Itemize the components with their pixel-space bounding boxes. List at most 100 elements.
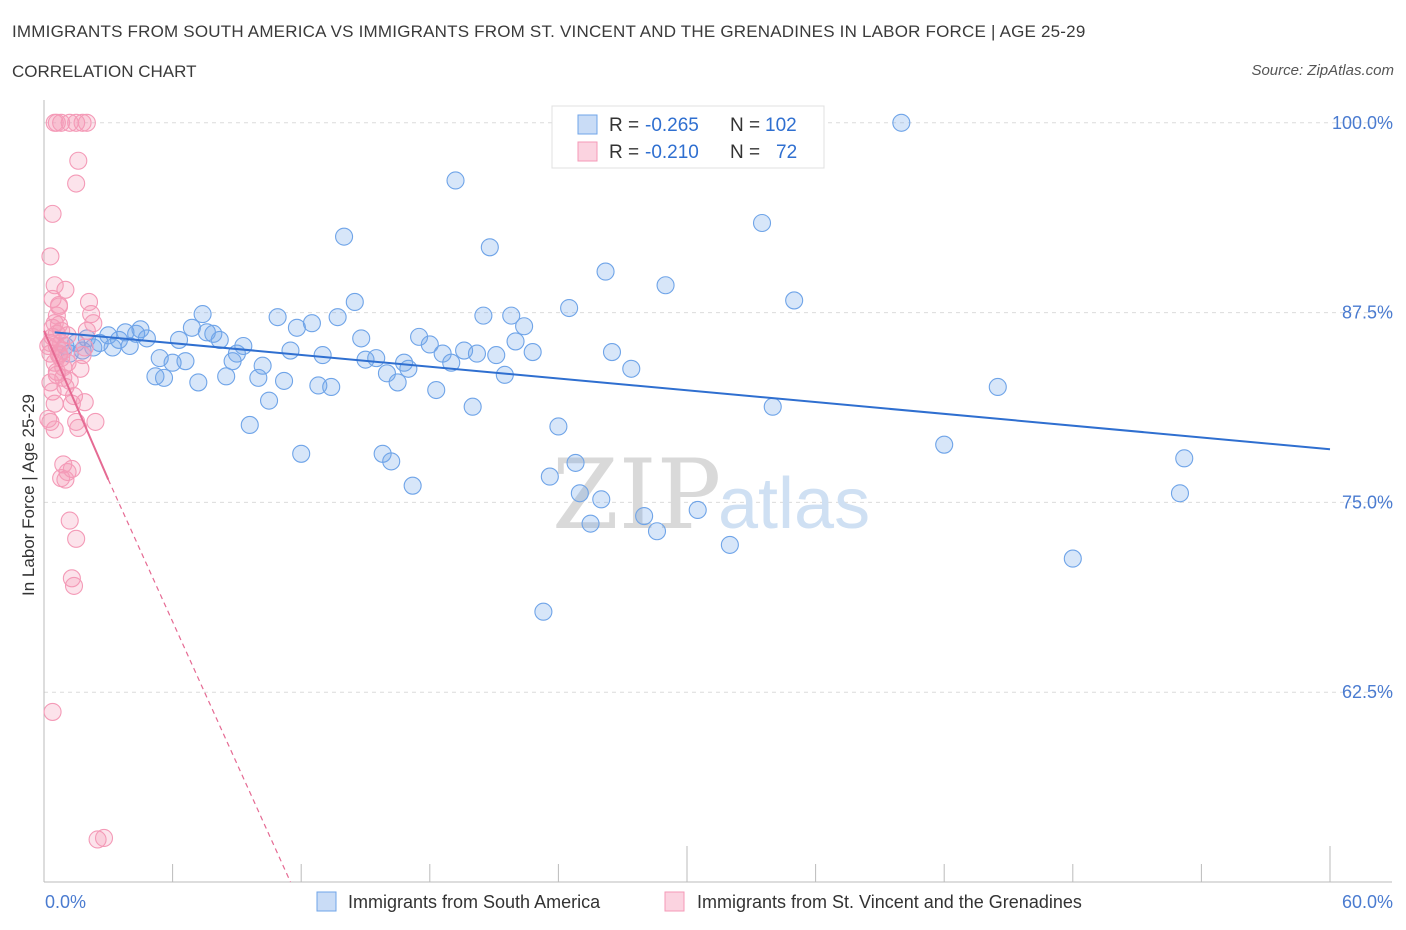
point-s1-63 bbox=[47, 113, 66, 132]
point-s0-66 bbox=[474, 306, 493, 325]
point-s0-64 bbox=[463, 397, 482, 416]
x-tick-label-left: 0.0% bbox=[45, 892, 86, 912]
point-s0-86 bbox=[635, 507, 654, 526]
point-s1-57 bbox=[94, 828, 114, 848]
legend-n-label-2: N = bbox=[730, 142, 760, 163]
point-s0-22 bbox=[189, 373, 208, 392]
point-s0-98 bbox=[1063, 549, 1082, 568]
point-s0-93 bbox=[763, 397, 782, 416]
point-s0-82 bbox=[596, 262, 615, 281]
point-s0-26 bbox=[210, 330, 229, 349]
y-tick-labels: 100.0% 87.5% 75.0% 62.5% bbox=[1332, 113, 1393, 702]
point-s0-100 bbox=[1175, 449, 1194, 468]
point-s0-35 bbox=[268, 308, 287, 327]
y-tick-label-2: 75.0% bbox=[1342, 492, 1393, 512]
point-s1-34 bbox=[73, 346, 92, 365]
point-s0-85 bbox=[622, 359, 641, 378]
legend-n-value-1: 102 bbox=[765, 115, 797, 136]
chart-title: IMMIGRANTS FROM SOUTH AMERICA VS IMMIGRA… bbox=[12, 22, 1086, 41]
point-s0-80 bbox=[581, 514, 600, 533]
bottom-legend-swatch-st-vincent bbox=[664, 891, 685, 912]
legend-r-label-1: R = bbox=[609, 115, 639, 136]
legend-n-label-1: N = bbox=[730, 115, 760, 136]
point-s1-70 bbox=[58, 326, 77, 345]
point-s0-65 bbox=[467, 344, 487, 363]
point-s1-10 bbox=[45, 394, 64, 413]
legend: R = -0.265 N = 102 R = -0.210 N = 72 bbox=[551, 105, 825, 169]
point-s0-40 bbox=[302, 314, 321, 333]
legend-r-label-2: R = bbox=[609, 142, 639, 163]
legend-r-value-1: -0.265 bbox=[645, 115, 699, 136]
point-s0-56 bbox=[403, 476, 422, 495]
point-s0-33 bbox=[253, 356, 272, 375]
point-s0-31 bbox=[240, 415, 259, 434]
point-s1-56 bbox=[88, 830, 107, 849]
point-s0-36 bbox=[275, 371, 294, 390]
point-s0-32 bbox=[249, 368, 268, 387]
point-s1-65 bbox=[67, 113, 86, 132]
legend-r-value-2: -0.210 bbox=[645, 142, 699, 163]
point-s0-37 bbox=[281, 341, 300, 360]
point-s0-62 bbox=[446, 171, 465, 190]
point-s0-47 bbox=[352, 329, 371, 348]
point-s1-48 bbox=[56, 470, 75, 489]
point-s0-61 bbox=[442, 353, 461, 372]
point-s0-73 bbox=[523, 343, 542, 362]
point-s0-30 bbox=[234, 336, 253, 356]
point-s0-77 bbox=[560, 298, 579, 318]
legend-swatch-south-america bbox=[577, 114, 598, 135]
point-s1-18 bbox=[45, 420, 64, 439]
point-s1-50 bbox=[60, 511, 79, 530]
y-tick-label-0: 100.0% bbox=[1332, 113, 1393, 133]
point-s0-89 bbox=[688, 500, 707, 520]
point-s0-49 bbox=[367, 349, 386, 368]
point-s0-96 bbox=[935, 435, 954, 454]
point-s0-68 bbox=[487, 346, 506, 365]
point-s0-13 bbox=[131, 320, 150, 339]
axes bbox=[43, 100, 1392, 883]
point-s1-60 bbox=[67, 174, 86, 193]
point-s1-52 bbox=[64, 576, 84, 595]
point-s0-38 bbox=[287, 318, 306, 337]
point-s1-68 bbox=[52, 113, 71, 132]
point-s0-46 bbox=[345, 292, 364, 312]
bottom-legend-label-south-america: Immigrants from South America bbox=[348, 892, 601, 912]
trend-line-ext-s1 bbox=[107, 479, 292, 883]
point-s0-17 bbox=[154, 368, 174, 387]
point-s1-35 bbox=[75, 338, 94, 357]
point-s0-75 bbox=[540, 467, 559, 486]
y-tick-label-3: 62.5% bbox=[1342, 682, 1393, 702]
point-s0-3 bbox=[73, 341, 92, 360]
point-s0-57 bbox=[410, 327, 429, 346]
y-tick-label-1: 87.5% bbox=[1342, 303, 1393, 323]
point-s0-81 bbox=[592, 490, 611, 509]
watermark-zip: ZIP bbox=[552, 439, 721, 551]
point-s0-19 bbox=[169, 330, 189, 349]
point-s0-39 bbox=[292, 444, 311, 463]
point-s1-66 bbox=[73, 113, 92, 132]
point-s0-83 bbox=[602, 343, 622, 362]
bottom-legend-label-st-vincent: Immigrants from St. Vincent and the Gren… bbox=[697, 892, 1082, 912]
point-s1-40 bbox=[86, 412, 105, 431]
point-s1-54 bbox=[62, 459, 81, 479]
point-s1-58 bbox=[41, 247, 60, 266]
bottom-legend: Immigrants from South America Immigrants… bbox=[316, 891, 1082, 912]
point-s1-61 bbox=[69, 151, 88, 170]
point-s0-55 bbox=[399, 359, 418, 378]
trend-line-s1 bbox=[43, 330, 110, 481]
chart-subtitle: CORRELATION CHART bbox=[12, 62, 197, 81]
point-s0-88 bbox=[656, 276, 675, 295]
point-s1-16 bbox=[39, 409, 58, 428]
trend-lines bbox=[43, 330, 1331, 883]
point-s0-79 bbox=[570, 484, 589, 503]
point-s0-87 bbox=[647, 522, 667, 541]
watermark-atlas: atlas bbox=[718, 464, 870, 544]
point-s1-67 bbox=[77, 113, 96, 132]
point-s1-22 bbox=[45, 276, 64, 295]
point-s0-53 bbox=[388, 373, 407, 392]
point-s0-70 bbox=[502, 306, 521, 325]
point-s1-69 bbox=[56, 280, 75, 299]
point-s1-51 bbox=[62, 569, 81, 588]
point-s1-39 bbox=[84, 314, 103, 333]
point-s0-44 bbox=[328, 308, 347, 327]
